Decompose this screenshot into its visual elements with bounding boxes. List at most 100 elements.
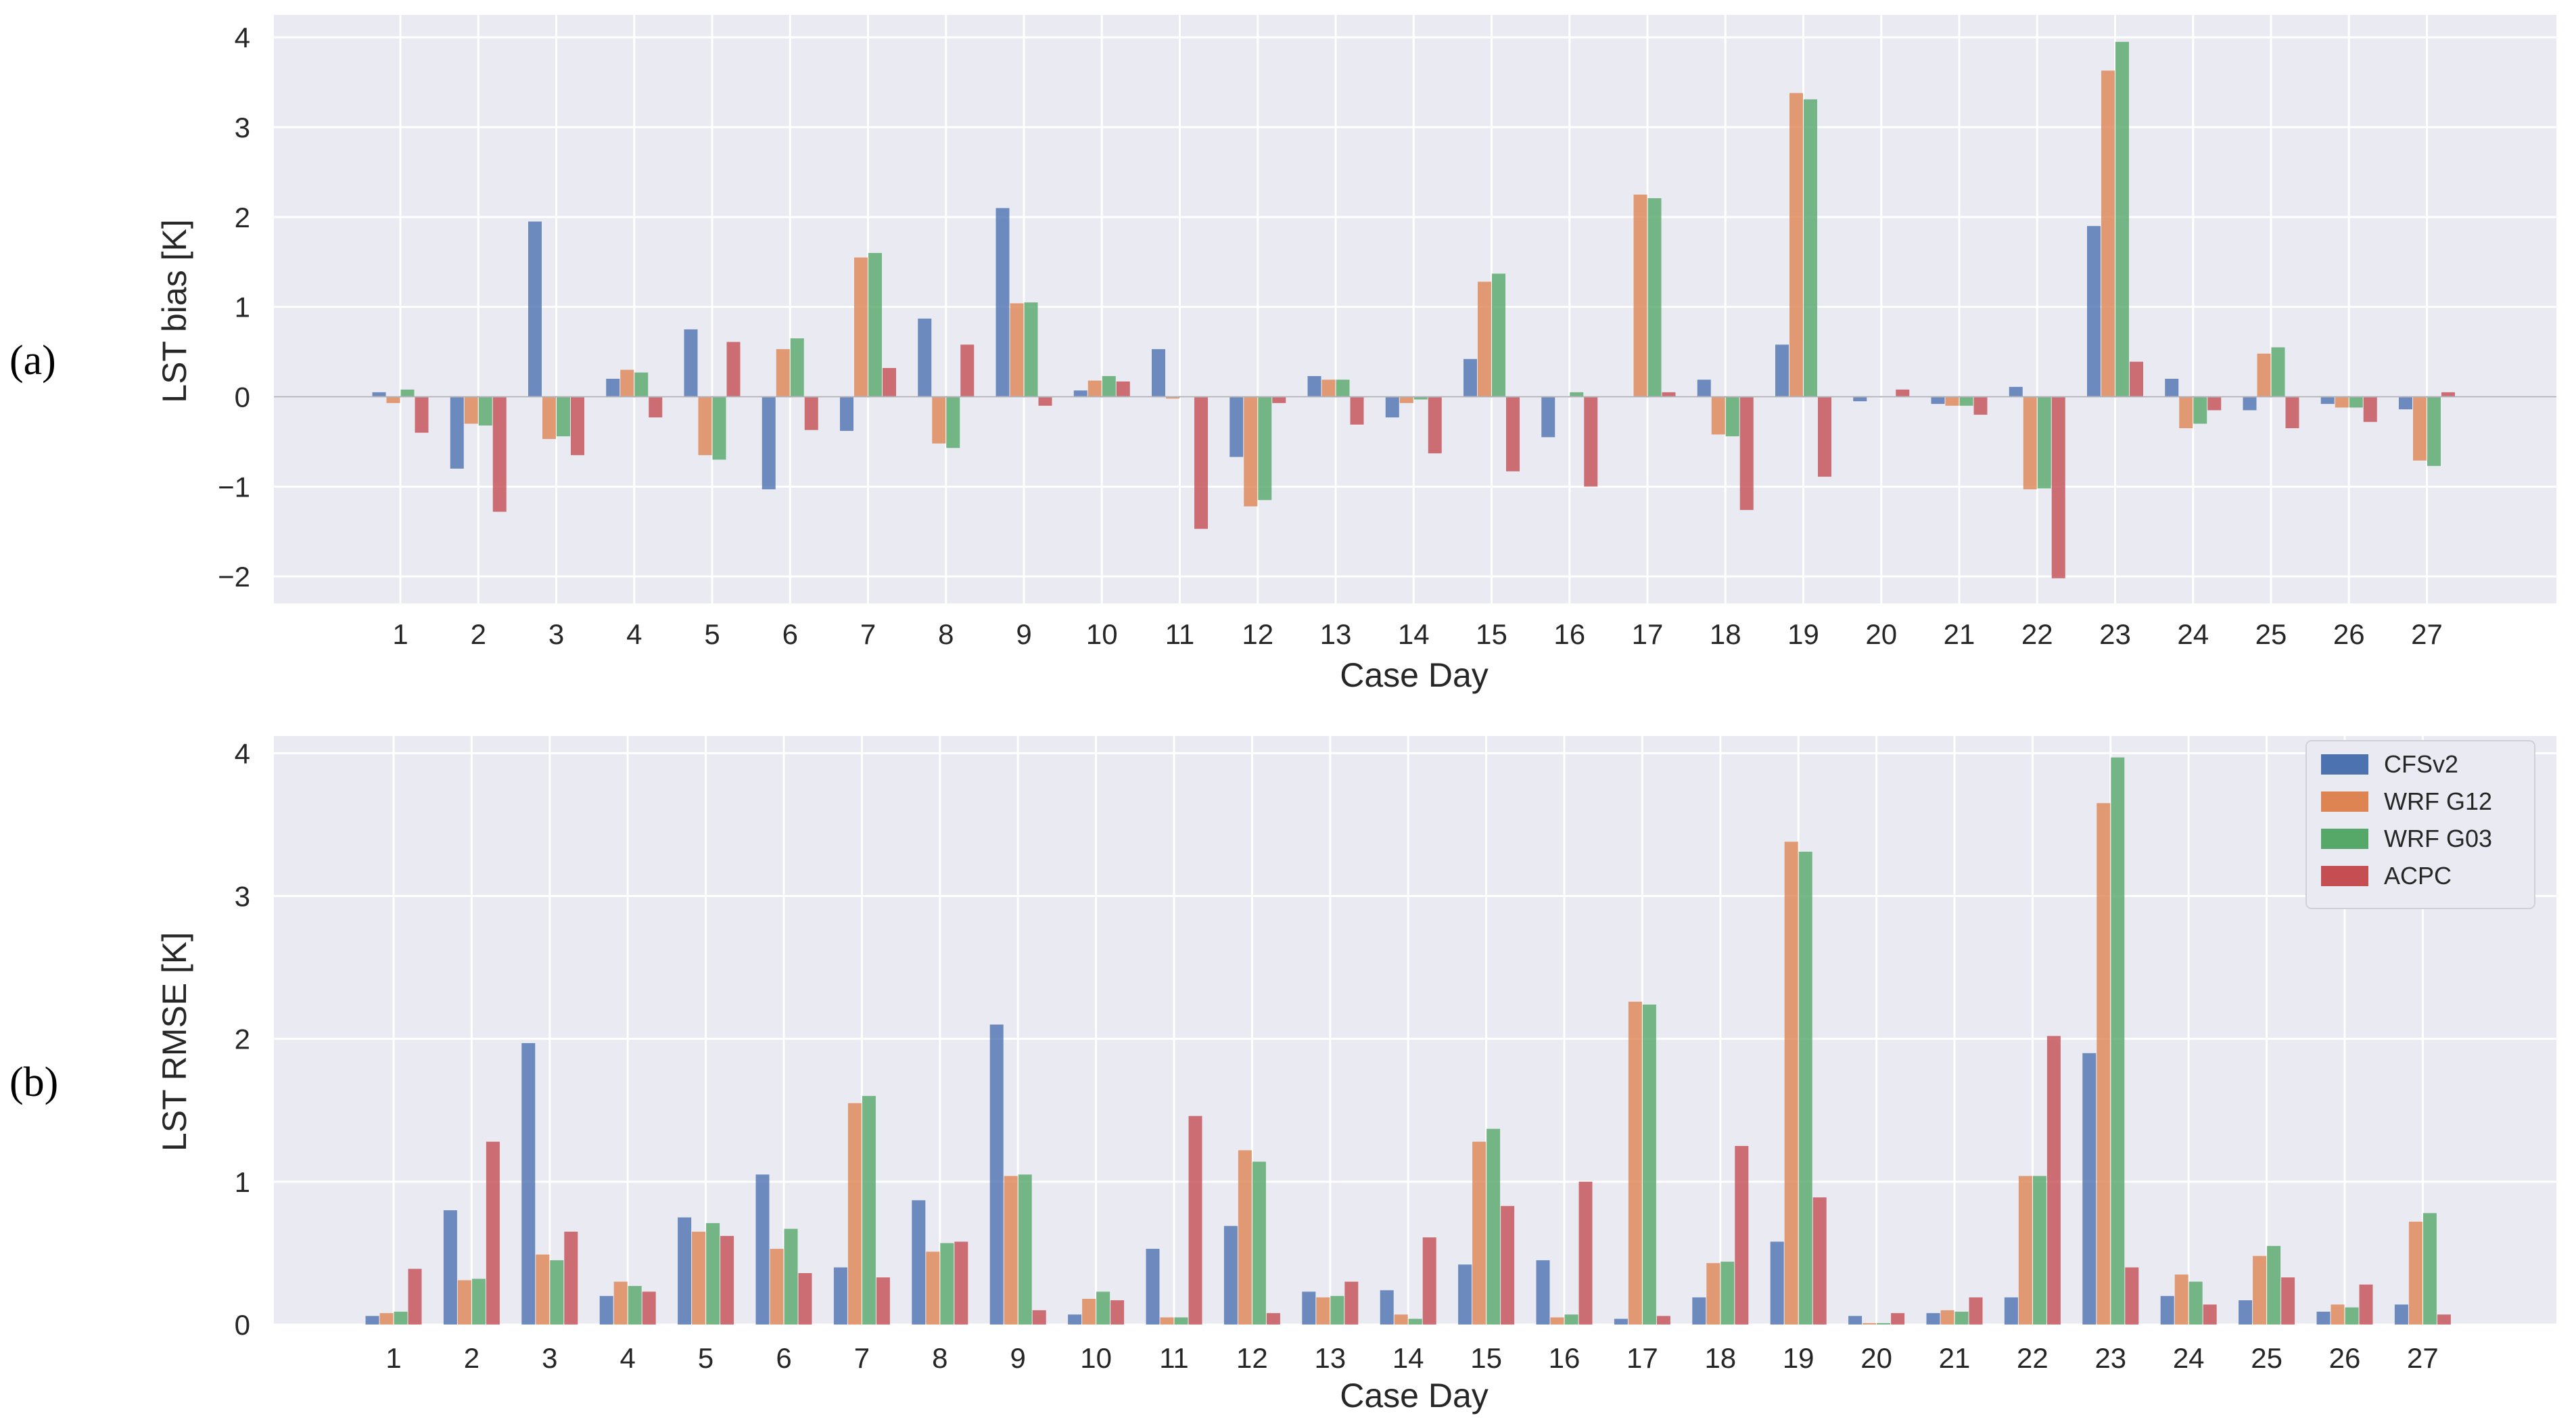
bar-acpc — [408, 1268, 422, 1325]
bar-acpc — [1812, 1197, 1827, 1325]
bar-wrf-g03 — [1408, 1318, 1422, 1325]
bar-wrf-g12 — [613, 1281, 628, 1325]
bar-acpc — [649, 396, 663, 418]
bar-wrf-g03 — [1330, 1295, 1344, 1325]
x-tick-label: 7 — [854, 1342, 870, 1374]
bar-wrf-g03 — [1486, 1128, 1501, 1325]
bar-acpc — [798, 1272, 812, 1325]
bar-wrf-g03 — [712, 396, 726, 460]
bar-acpc — [1194, 396, 1208, 529]
bar-wrf-g03 — [1725, 396, 1739, 436]
bar-wrf-g12 — [2097, 803, 2111, 1325]
bar-cfsv2 — [1302, 1291, 1316, 1325]
legend-swatch-wrf-g03 — [2321, 829, 2368, 849]
bar-wrf-g12 — [457, 1280, 471, 1325]
bar-acpc — [2046, 1036, 2061, 1325]
bar-acpc — [2359, 1284, 2373, 1325]
plot-area-b — [274, 736, 2556, 1325]
bar-wrf-g03 — [1804, 99, 1817, 397]
legend-swatch-wrf-g12 — [2321, 791, 2368, 812]
bar-wrf-g03 — [628, 1285, 642, 1325]
x-tick-label: 11 — [1159, 1342, 1189, 1374]
bar-wrf-g12 — [698, 396, 712, 455]
bar-acpc — [1973, 396, 1988, 415]
legend-swatch-acpc — [2321, 866, 2368, 886]
bar-cfsv2 — [2239, 1300, 2253, 1325]
bar-wrf-g03 — [2427, 396, 2441, 466]
bar-acpc — [1818, 396, 1831, 477]
bar-wrf-g12 — [1628, 1001, 1642, 1325]
bar-acpc — [1501, 1205, 1515, 1325]
bar-acpc — [2285, 396, 2299, 428]
bar-wrf-g03 — [790, 338, 804, 397]
x-tick-label: 8 — [938, 618, 954, 650]
bar-cfsv2 — [678, 1217, 692, 1325]
bar-wrf-g12 — [847, 1103, 862, 1325]
bar-wrf-g12 — [1238, 1150, 1252, 1325]
bar-wrf-g12 — [2257, 353, 2271, 397]
bar-acpc — [1188, 1116, 1202, 1325]
x-tick-label: 26 — [2333, 618, 2365, 650]
x-tick-label: 7 — [860, 618, 876, 650]
x-tick-label: 2 — [464, 1342, 479, 1374]
bar-cfsv2 — [912, 1200, 926, 1325]
bar-wrf-g12 — [926, 1251, 940, 1325]
bar-wrf-g12 — [1160, 1317, 1174, 1325]
bar-acpc — [1350, 396, 1364, 425]
x-tick-label: 15 — [1470, 1342, 1502, 1374]
bar-wrf-g12 — [854, 257, 868, 397]
bar-cfsv2 — [1463, 359, 1477, 397]
bar-wrf-g12 — [2331, 1304, 2345, 1325]
bar-wrf-g12 — [2179, 396, 2193, 428]
bar-cfsv2 — [1770, 1241, 1784, 1325]
legend-entry-acpc: ACPC — [2384, 862, 2452, 890]
bar-wrf-g12 — [1399, 396, 1413, 403]
bar-wrf-g12 — [386, 396, 400, 403]
bar-wrf-g12 — [692, 1231, 706, 1325]
bar-acpc — [2130, 361, 2143, 397]
bar-acpc — [1969, 1297, 1983, 1325]
bar-wrf-g03 — [634, 372, 649, 397]
bar-acpc — [1428, 396, 1442, 454]
x-tick-label: 27 — [2407, 1342, 2439, 1374]
bar-wrf-g12 — [379, 1313, 394, 1325]
bar-wrf-g12 — [2023, 396, 2037, 490]
bar-wrf-g03 — [1647, 198, 1662, 397]
bar-wrf-g03 — [784, 1228, 798, 1325]
legend: CFSv2 WRF G12 WRF G03 ACPC — [2305, 740, 2535, 909]
bar-cfsv2 — [1073, 390, 1087, 397]
panel-b-ylabel: LST RMSE [K] — [156, 932, 193, 1151]
panel-a-xlabel: Case Day — [1340, 656, 1489, 694]
bar-cfsv2 — [684, 329, 698, 397]
bar-acpc — [804, 396, 818, 430]
bar-acpc — [960, 344, 975, 397]
panel-b-xlabel: Case Day — [1340, 1377, 1489, 1414]
bar-cfsv2 — [1931, 396, 1945, 405]
x-tick-label: 6 — [776, 1342, 791, 1374]
bar-wrf-g12 — [536, 1254, 550, 1325]
x-tick-label: 25 — [2251, 1342, 2282, 1374]
bar-cfsv2 — [2165, 378, 2179, 397]
bar-cfsv2 — [2082, 1053, 2097, 1325]
x-tick-label: 5 — [704, 618, 720, 650]
x-tick-label: 1 — [392, 618, 408, 650]
x-tick-label: 16 — [1549, 1342, 1580, 1374]
bar-acpc — [720, 1236, 734, 1325]
bar-acpc — [2437, 1314, 2451, 1325]
bar-wrf-g03 — [1096, 1291, 1110, 1325]
y-tick-label: −2 — [218, 561, 250, 593]
bar-acpc — [486, 1141, 500, 1325]
bar-wrf-g03 — [1018, 1174, 1032, 1325]
bar-wrf-g03 — [1252, 1162, 1266, 1325]
bar-wrf-g12 — [1166, 396, 1179, 399]
legend-entry-cfsv2: CFSv2 — [2384, 750, 2458, 778]
bar-cfsv2 — [833, 1267, 847, 1325]
y-tick-label: 0 — [235, 382, 250, 413]
bar-wrf-g12 — [2413, 396, 2427, 461]
bar-wrf-g03 — [868, 252, 882, 397]
bar-wrf-g03 — [1174, 1317, 1188, 1325]
bar-acpc — [1896, 389, 1910, 397]
x-tick-label: 20 — [1860, 1342, 1892, 1374]
